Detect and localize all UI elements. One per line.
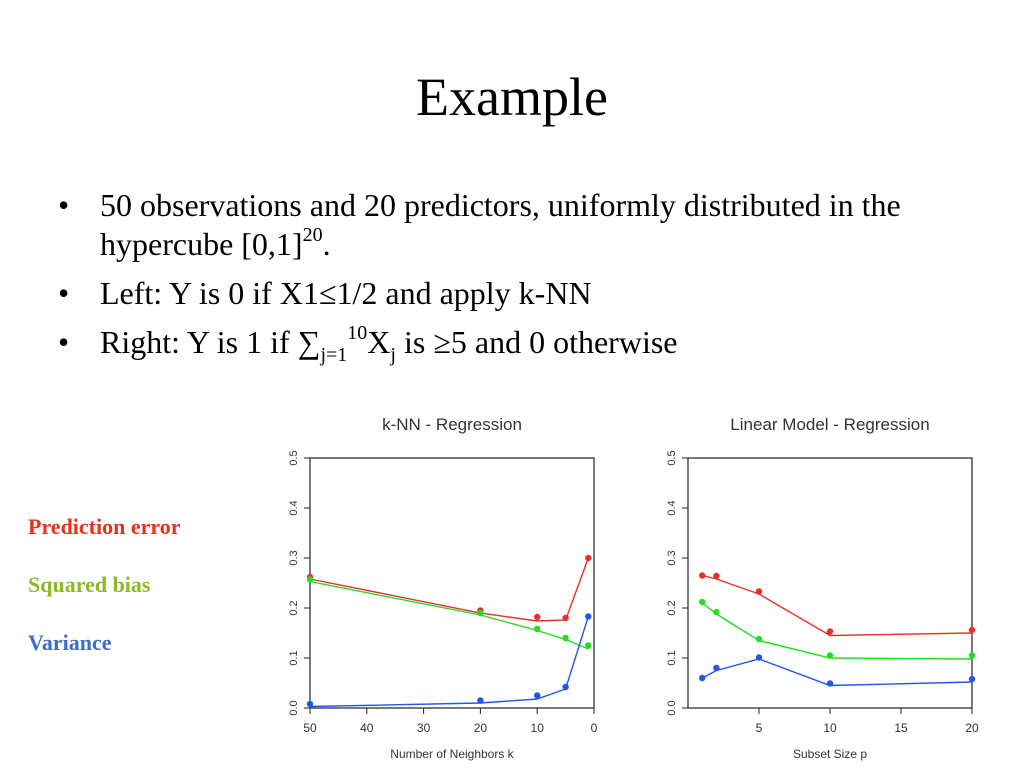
y-tick-label: 0.2 bbox=[288, 600, 300, 615]
x-tick-label: 20 bbox=[965, 721, 979, 735]
legend-prediction-error: Prediction error bbox=[28, 514, 181, 539]
data-point-prediction-error bbox=[562, 614, 569, 622]
series-line-squared-bias bbox=[701, 602, 973, 660]
data-point-variance bbox=[699, 674, 706, 682]
data-point-variance bbox=[562, 683, 569, 691]
x-tick-label: 30 bbox=[417, 721, 431, 735]
data-point-variance bbox=[713, 664, 720, 672]
bullet-item: • Right: Y is 1 if ∑j=110Xj is ≥5 and 0 … bbox=[58, 322, 958, 365]
x-tick-label: 40 bbox=[360, 721, 374, 735]
bullet-item: • 50 observations and 20 predictors, uni… bbox=[58, 186, 958, 264]
data-point-variance bbox=[585, 613, 592, 620]
bullet-text: Left: Y is 0 if X1≤1/2 and apply k-NN bbox=[100, 275, 592, 311]
data-point-prediction-error bbox=[826, 628, 834, 635]
series-line-prediction-error bbox=[702, 574, 973, 637]
data-point-squared-bias bbox=[534, 625, 541, 633]
x-tick-label: 0 bbox=[591, 721, 598, 735]
y-tick-label: 0.4 bbox=[666, 500, 678, 515]
y-tick-label: 0.3 bbox=[666, 550, 678, 565]
y-tick-label: 0.3 bbox=[288, 550, 300, 565]
chart-title: k-NN - Regression bbox=[382, 415, 522, 434]
bullet-marker: • bbox=[58, 324, 70, 360]
data-point-squared-bias bbox=[585, 642, 592, 649]
bullet-subscript: j bbox=[390, 344, 396, 366]
bullet-text-end: is ≥5 and 0 otherwise bbox=[395, 324, 678, 360]
series-line-variance bbox=[701, 658, 973, 687]
x-tick-label: 10 bbox=[823, 721, 837, 735]
x-tick-label: 20 bbox=[474, 721, 488, 735]
data-point-prediction-error bbox=[534, 613, 541, 621]
y-tick-label: 0.1 bbox=[666, 650, 678, 665]
legend-squared-bias: Squared bias bbox=[28, 572, 151, 597]
series-line-variance bbox=[309, 616, 589, 708]
bullet-variable: X bbox=[367, 324, 391, 360]
y-tick-label: 0.1 bbox=[288, 650, 300, 665]
data-point-squared-bias bbox=[755, 635, 763, 643]
chart-title: Linear Model - Regression bbox=[730, 415, 929, 434]
data-point-variance bbox=[534, 692, 541, 699]
knn-regression-chart: k-NN - Regression 0.0 0.1 0.2 0.3 0.4 0.5 50 40 3… bbox=[288, 415, 598, 761]
bullet-marker: • bbox=[58, 275, 70, 311]
y-tick-label: 0.4 bbox=[288, 500, 300, 515]
data-point-variance bbox=[477, 697, 484, 704]
series-line-squared-bias bbox=[309, 580, 589, 650]
bullet-superscript: 10 bbox=[347, 322, 368, 344]
y-tick-label: 0.0 bbox=[288, 700, 300, 715]
bullet-marker: • bbox=[58, 187, 70, 223]
data-point-prediction-error bbox=[585, 554, 592, 562]
plot-frame bbox=[309, 457, 595, 709]
x-tick-label: 15 bbox=[894, 721, 908, 735]
linear-model-regression-chart: Linear Model - Regression 0.0 0.1 0.2 0.3 0.4… bbox=[666, 415, 979, 761]
data-point-squared-bias bbox=[713, 608, 720, 616]
bullet-text: 50 observations and 20 predictors, unifo… bbox=[100, 187, 901, 262]
data-point-squared-bias bbox=[699, 598, 706, 606]
data-point-prediction-error bbox=[755, 588, 763, 595]
data-point-squared-bias bbox=[562, 634, 569, 642]
x-tick-label: 10 bbox=[531, 721, 545, 735]
data-point-variance bbox=[306, 700, 314, 708]
y-tick-label: 0.5 bbox=[288, 450, 300, 465]
bullet-period: . bbox=[322, 226, 331, 262]
x-axis-label: Number of Neighbors k bbox=[390, 747, 514, 761]
data-point-squared-bias bbox=[306, 576, 314, 583]
data-point-prediction-error bbox=[713, 572, 720, 580]
y-tick-label: 0.2 bbox=[666, 600, 678, 615]
x-tick-label: 50 bbox=[303, 721, 317, 735]
series-line-prediction-error bbox=[309, 557, 589, 622]
data-point-prediction-error bbox=[699, 572, 706, 579]
legend-variance: Variance bbox=[28, 630, 112, 655]
data-point-squared-bias bbox=[826, 652, 834, 659]
bullet-subscript: j=1 bbox=[320, 344, 348, 366]
data-point-variance bbox=[968, 675, 976, 683]
x-tick-label: 5 bbox=[756, 721, 763, 735]
bullet-list: • 50 observations and 20 predictors, uni… bbox=[58, 186, 958, 372]
data-point-prediction-error bbox=[968, 626, 976, 634]
data-point-squared-bias bbox=[477, 609, 484, 617]
bullet-superscript: 20 bbox=[302, 224, 323, 246]
data-point-squared-bias bbox=[968, 652, 976, 659]
y-tick-label: 0.5 bbox=[666, 450, 678, 465]
bullet-text: Right: Y is 1 if ∑ bbox=[100, 324, 321, 360]
slide-title: Example bbox=[416, 67, 608, 127]
data-point-variance bbox=[755, 654, 763, 661]
data-point-variance bbox=[826, 680, 834, 687]
x-axis-label: Subset Size p bbox=[793, 747, 867, 761]
bullet-item: • Left: Y is 0 if X1≤1/2 and apply k-NN bbox=[58, 274, 958, 313]
y-tick-label: 0.0 bbox=[666, 700, 678, 715]
plot-frame bbox=[687, 457, 973, 709]
